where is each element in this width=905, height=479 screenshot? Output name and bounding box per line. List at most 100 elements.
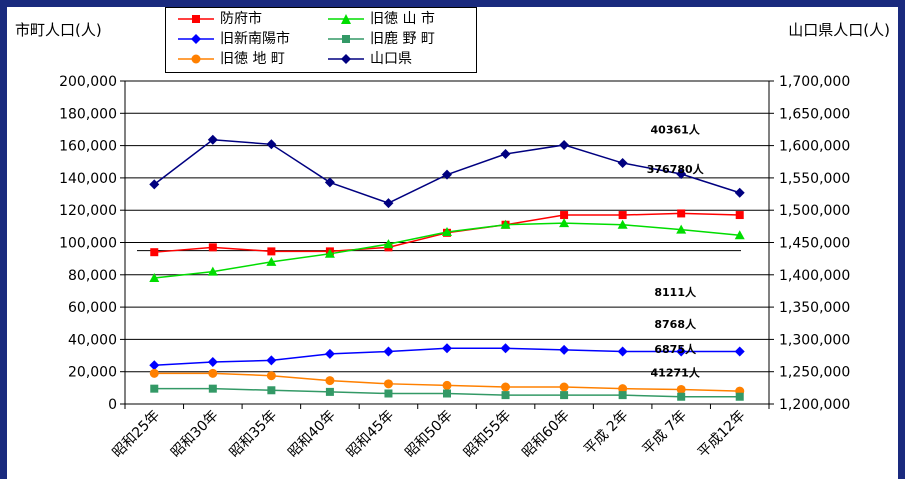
data-point-2-8 (618, 384, 628, 394)
data-point-1-1 (207, 357, 218, 368)
data-point-5-7 (559, 139, 570, 150)
data-point-5-1 (207, 134, 218, 145)
legend-item-kano: 旧鹿 野 町 (326, 30, 471, 48)
data-point-4-9 (677, 392, 686, 401)
legend-item-yamaguchi: 山口県 (326, 50, 471, 68)
x-tick-label: 平成12年 (695, 408, 749, 462)
data-point-1-7 (559, 344, 570, 355)
x-tick-label: 昭和30年 (168, 408, 222, 462)
line-chart: 0 20,000 40,000 60,000 80,000 100,000 120,000 1… (59, 74, 850, 462)
y2-tick-label: 1,700,000 (779, 74, 850, 90)
y-tick-label: 140,000 (59, 171, 117, 187)
data-point-1-8 (617, 346, 628, 357)
data-point-0-0 (150, 248, 159, 257)
right-axis-title: 山口県人口(人) (788, 21, 890, 39)
data-point-1-5 (442, 343, 452, 354)
legend-marker-shinnanyo (178, 34, 214, 44)
data-point-3-4 (383, 239, 394, 249)
data-point-4-5 (443, 389, 451, 398)
data-point-3-2 (266, 256, 277, 266)
data-point-2-1 (208, 368, 218, 378)
legend-marker-tokuyama (328, 14, 364, 24)
legend-item-hofu: 防府市 (176, 10, 316, 28)
data-point-0-8 (618, 211, 627, 220)
legend-marker-yamaguchi (328, 54, 364, 64)
legend-marker-kano (328, 35, 364, 43)
x-tick-label: 昭和55年 (461, 408, 515, 462)
data-point-4-6 (501, 391, 510, 400)
data-point-5-4 (383, 198, 394, 209)
data-point-4-0 (150, 384, 159, 393)
data-point-5-2 (266, 139, 277, 150)
data-point-3-8 (617, 219, 628, 229)
data-point-4-3 (325, 387, 334, 396)
data-point-5-6 (500, 148, 511, 159)
y2-tick-label: 1,500,000 (779, 203, 850, 219)
data-point-1-9 (676, 346, 687, 357)
data-point-2-6 (501, 382, 511, 392)
y2-tick-label: 1,450,000 (779, 236, 850, 252)
y2-tick-label: 1,400,000 (779, 268, 850, 284)
legend: 防府市 旧新南陽市 旧徳 地 町 旧徳 山 市 旧鹿 野 町 山口県 (165, 7, 477, 73)
y-tick-label: 0 (108, 397, 117, 413)
data-point-3-6 (500, 219, 511, 229)
data-point-2-3 (325, 376, 335, 386)
x-tick-label: 昭和25年 (109, 408, 163, 462)
legend-label-shinnanyo: 旧新南陽市 (220, 31, 290, 47)
chart-frame: 市町人口(人) 山口県人口(人) 防府市 旧新南陽市 旧徳 地 町 旧徳 山 市… (7, 7, 898, 479)
data-point-1-4 (383, 346, 394, 357)
y-tick-label: 20,000 (68, 365, 117, 381)
y2-tick-label: 1,550,000 (779, 171, 850, 187)
data-point-4-4 (384, 389, 393, 398)
data-point-0-2 (267, 247, 276, 256)
data-point-0-9 (677, 209, 686, 218)
data-point-4-10 (735, 392, 744, 401)
data-point-3-7 (559, 218, 570, 228)
data-point-3-3 (324, 248, 335, 258)
data-point-1-0 (149, 360, 160, 371)
legend-item-tokuji: 旧徳 地 町 (176, 50, 316, 68)
x-tick-label: 昭和50年 (402, 408, 456, 462)
data-point-0-1 (208, 243, 217, 252)
data-point-5-5 (442, 169, 452, 180)
data-point-4-7 (560, 391, 569, 400)
annotation-label: 40361人 (651, 122, 701, 136)
y-tick-label: 100,000 (59, 236, 117, 252)
data-point-4-8 (618, 391, 627, 400)
left-axis-title: 市町人口(人) (15, 21, 102, 39)
legend-item-tokuyama: 旧徳 山 市 (326, 10, 471, 28)
y2-tick-label: 1,200,000 (779, 397, 850, 413)
data-point-0-7 (560, 211, 569, 220)
data-point-2-0 (149, 368, 159, 378)
data-point-3-1 (207, 266, 218, 276)
annotation-label: 6875人 (654, 342, 697, 356)
legend-label-tokuji: 旧徳 地 町 (220, 51, 285, 67)
legend-label-kano: 旧鹿 野 町 (370, 31, 435, 47)
y2-tick-label: 1,600,000 (779, 139, 850, 155)
legend-label-tokuyama: 旧徳 山 市 (370, 11, 435, 27)
y-tick-label: 200,000 (59, 74, 117, 90)
data-point-3-10 (734, 230, 745, 240)
data-point-5-3 (324, 177, 335, 188)
legend-marker-hofu (178, 15, 214, 23)
data-point-2-2 (266, 371, 276, 381)
data-point-3-9 (676, 224, 687, 234)
data-point-1-6 (500, 343, 511, 354)
data-point-1-10 (734, 346, 745, 357)
annotation-label: 8111人 (654, 285, 697, 299)
x-tick-label: 昭和40年 (285, 408, 339, 462)
x-tick-label: 昭和60年 (519, 408, 573, 462)
data-point-3-0 (149, 273, 160, 283)
y-tick-label: 60,000 (68, 300, 117, 316)
y2-tick-label: 1,300,000 (779, 332, 850, 348)
annotation-label: 376780人 (647, 162, 705, 176)
x-tick-label: 平成 7年 (640, 408, 690, 458)
x-tick-label: 平成 2年 (581, 408, 631, 458)
y-tick-label: 80,000 (68, 268, 117, 284)
legend-marker-tokuji (178, 54, 214, 64)
data-point-1-2 (266, 355, 277, 366)
annotation-label: 8768人 (654, 317, 697, 331)
data-point-5-9 (676, 169, 687, 180)
legend-label-hofu: 防府市 (220, 11, 262, 27)
y-tick-label: 120,000 (59, 203, 117, 219)
